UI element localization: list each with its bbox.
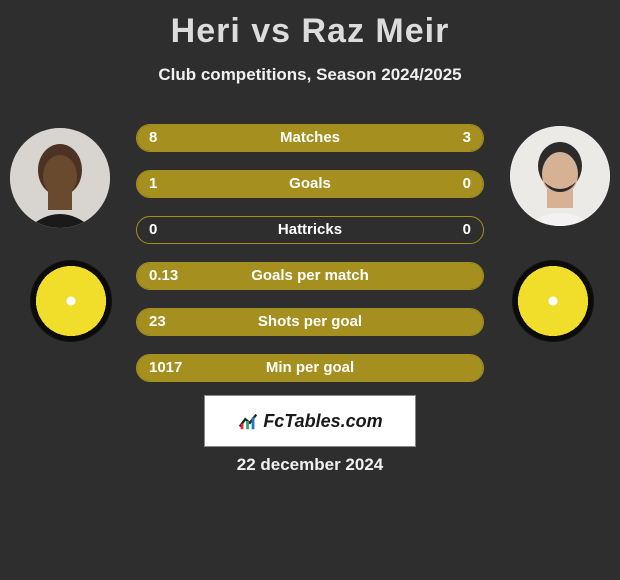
stat-row: Matches8 3: [136, 124, 484, 152]
stat-value-left: 1017: [149, 355, 182, 381]
date-text: 22 december 2024: [0, 455, 620, 475]
stat-value-left: 0.13: [149, 263, 178, 289]
person-silhouette-icon: [10, 128, 110, 228]
stat-value-right: 0: [463, 217, 471, 243]
stat-row: Hattricks0 0: [136, 216, 484, 244]
stat-name: Matches: [137, 125, 483, 151]
logo-text: FcTables.com: [263, 411, 382, 432]
page-title: Heri vs Raz Meir: [0, 0, 620, 51]
stat-value-left: 1: [149, 171, 157, 197]
stat-row: Min per goal1017: [136, 354, 484, 382]
stat-row: Goals per match0.13: [136, 262, 484, 290]
stats-panel: Matches83Goals10Hattricks00Goals per mat…: [136, 124, 484, 400]
stat-name: Shots per goal: [137, 309, 483, 335]
stat-name: Goals per match: [137, 263, 483, 289]
fctables-logo: FcTables.com: [204, 395, 416, 447]
stat-value-left: 8: [149, 125, 157, 151]
club-badge-left: [30, 260, 112, 342]
stat-value-left: 23: [149, 309, 166, 335]
chart-icon: [237, 410, 259, 432]
person-silhouette-icon: [510, 126, 610, 226]
stat-row: Shots per goal23: [136, 308, 484, 336]
stat-row: Goals1 0: [136, 170, 484, 198]
club-badge-right: [512, 260, 594, 342]
stat-value-right: 3: [463, 125, 471, 151]
stat-value-left: 0: [149, 217, 157, 243]
player-raz-meir-avatar: [510, 126, 610, 226]
player-heri-avatar: [10, 128, 110, 228]
stat-name: Min per goal: [137, 355, 483, 381]
stat-name: Goals: [137, 171, 483, 197]
subtitle: Club competitions, Season 2024/2025: [0, 65, 620, 85]
stat-name: Hattricks: [137, 217, 483, 243]
stat-value-right: 0: [463, 171, 471, 197]
